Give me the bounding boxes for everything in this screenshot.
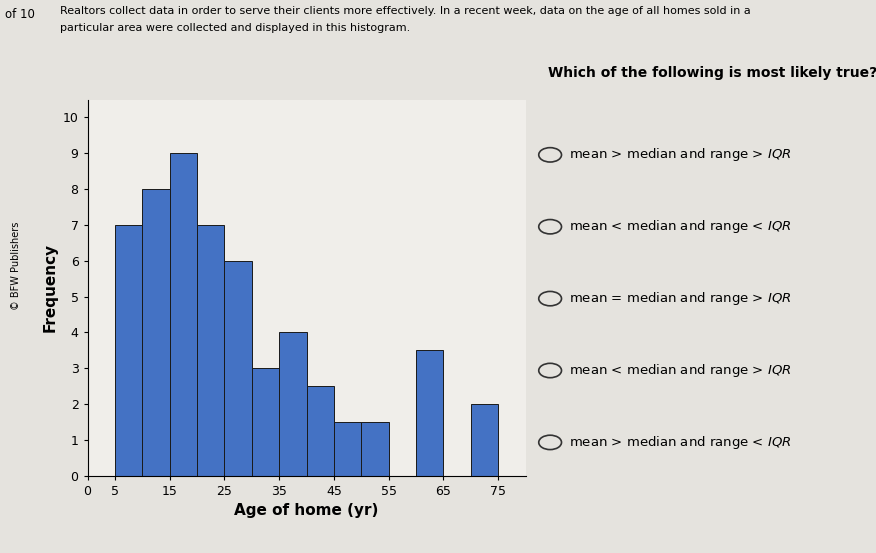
Text: mean < median and range > $\mathit{IQR}$: mean < median and range > $\mathit{IQR}$ (569, 362, 792, 379)
Bar (361, 422, 389, 476)
Bar (471, 404, 498, 476)
Bar (142, 189, 170, 476)
Bar (252, 368, 279, 476)
Bar (170, 153, 197, 476)
Text: particular area were collected and displayed in this histogram.: particular area were collected and displ… (60, 23, 410, 33)
Text: mean = median and range > $\mathit{IQR}$: mean = median and range > $\mathit{IQR}$ (569, 290, 792, 307)
Bar (197, 225, 224, 476)
Bar (307, 386, 334, 476)
Text: mean < median and range < $\mathit{IQR}$: mean < median and range < $\mathit{IQR}$ (569, 218, 792, 235)
Text: © BFW Publishers: © BFW Publishers (11, 221, 21, 310)
Text: Which of the following is most likely true?: Which of the following is most likely tr… (548, 66, 876, 80)
Text: Realtors collect data in order to serve their clients more effectively. In a rec: Realtors collect data in order to serve … (60, 6, 751, 15)
Y-axis label: Frequency: Frequency (42, 243, 57, 332)
X-axis label: Age of home (yr): Age of home (yr) (235, 503, 378, 518)
Bar (224, 260, 252, 476)
Bar (334, 422, 361, 476)
Text: mean > median and range > $\mathit{IQR}$: mean > median and range > $\mathit{IQR}$ (569, 147, 792, 163)
Bar (416, 350, 443, 476)
Text: mean > median and range < $\mathit{IQR}$: mean > median and range < $\mathit{IQR}$ (569, 434, 792, 451)
Text: of 10: of 10 (5, 8, 35, 22)
Bar (279, 332, 307, 476)
Bar (115, 225, 142, 476)
